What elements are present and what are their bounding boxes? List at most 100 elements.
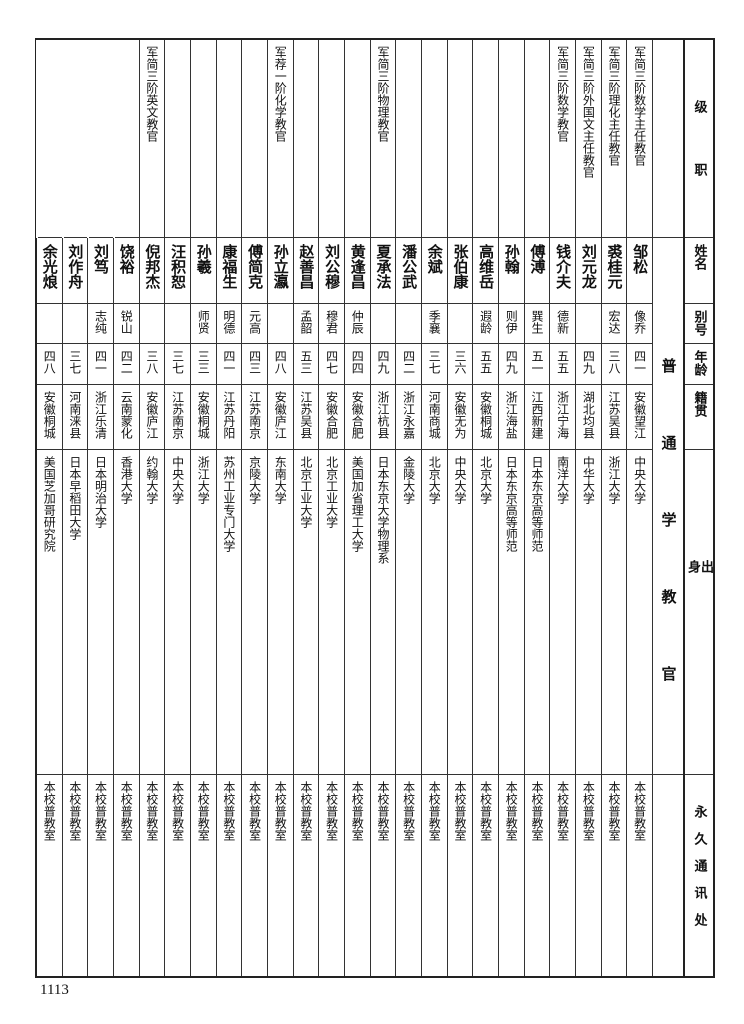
address-cell: 本校普教室	[550, 775, 575, 976]
alias: 元高	[247, 310, 262, 334]
alias: 仲辰	[350, 310, 365, 334]
education-cell: 南洋大学	[550, 450, 575, 775]
alias-cell: 仲辰	[344, 304, 370, 344]
table-row: 军简三阶英文教官 倪邦杰 三八 安徽庐江 约翰大学 本校普教室	[138, 40, 165, 976]
education-cell: 日本早稻田大学	[62, 450, 88, 775]
age: 四一	[221, 350, 236, 374]
section-column: 普通学教官	[652, 40, 683, 976]
education: 北京工业大学	[324, 456, 339, 528]
rank-cell	[524, 40, 550, 238]
alias-cell	[139, 304, 165, 344]
alias-cell: 明德	[216, 304, 242, 344]
native-place-cell: 江苏丹阳	[216, 385, 242, 450]
alias-cell	[447, 304, 473, 344]
alias: 明德	[221, 310, 236, 334]
address: 本校普教室	[42, 781, 57, 841]
education: 京陵大学	[247, 456, 262, 504]
name-cell: 汪积恕	[165, 238, 190, 304]
name-cell: 余光烺	[36, 238, 62, 304]
name-cell: 饶裕	[113, 238, 139, 304]
education: 香港大学	[119, 456, 134, 504]
address: 本校普教室	[170, 781, 185, 841]
age: 五一	[529, 350, 544, 374]
education: 日本东京高等师范	[504, 456, 519, 552]
age: 三七	[67, 350, 82, 374]
education-cell: 日本东京高等师范	[498, 450, 524, 775]
name-cell: 孙翰	[498, 238, 524, 304]
native-place: 安徽桐城	[42, 391, 57, 439]
native-place-cell: 湖北均县	[575, 385, 601, 450]
name: 张伯康	[451, 244, 470, 289]
header-age: 年龄	[691, 350, 707, 376]
rank-cell: 军简三阶数学教官	[550, 40, 575, 238]
education-cell: 中央大学	[627, 450, 652, 775]
alias-cell: 锐山	[113, 304, 139, 344]
native-place: 江苏吴县	[606, 391, 621, 439]
age: 三八	[144, 350, 159, 374]
name-cell: 康福生	[216, 238, 242, 304]
native-place-cell: 安徽桐城	[473, 385, 498, 450]
table-row: 汪积恕三七江苏南京中央大学本校普教室	[164, 40, 190, 976]
section-title: 普通学教官	[659, 358, 678, 743]
name: 潘公武	[400, 244, 419, 289]
alias-cell: 季襄	[421, 304, 447, 344]
alias: 锐山	[119, 310, 134, 334]
table-row: 傅溥 巽生 五一 江西新建 日本东京高等师范 本校普教室	[523, 40, 550, 976]
table-row: 黄逢昌 仲辰 四四 安徽合肥 美国加省理工大学 本校普教室	[343, 40, 370, 976]
native-place: 浙江宁海	[555, 391, 570, 439]
address: 本校普教室	[606, 781, 621, 841]
rank-cell	[36, 40, 62, 238]
age: 三三	[196, 350, 211, 374]
page-number: 1113	[40, 982, 69, 998]
header-rank: 级职	[691, 100, 707, 226]
address: 本校普教室	[529, 781, 544, 841]
header-native-place: 籍贯	[691, 391, 707, 417]
name-cell: 余斌	[421, 238, 447, 304]
native-place: 安徽合肥	[324, 391, 339, 439]
education: 浙江大学	[606, 456, 621, 504]
address-cell: 本校普教室	[88, 775, 113, 976]
rank-cell: 军简三阶外国文主任教官	[575, 40, 601, 238]
merged-divider-mask	[87, 40, 90, 238]
native-place: 云南蒙化	[119, 391, 134, 439]
rank: 军简三阶物理教官	[375, 46, 390, 142]
name-cell: 黄逢昌	[344, 238, 370, 304]
native-place-cell: 浙江乐清	[88, 385, 113, 450]
address: 本校普教室	[632, 781, 647, 841]
education: 中央大学	[170, 456, 185, 504]
header-alias: 别号	[691, 310, 707, 336]
alias: 宏达	[606, 310, 621, 334]
education: 北京工业大学	[298, 456, 313, 528]
age-cell: 四二	[396, 344, 421, 385]
native-place: 江苏吴县	[298, 391, 313, 439]
age: 三七	[427, 350, 442, 374]
education-cell: 北京大学	[421, 450, 447, 775]
age-cell: 三七	[165, 344, 190, 385]
age-cell: 四九	[575, 344, 601, 385]
alias: 像乔	[632, 310, 647, 334]
age-cell: 五一	[524, 344, 550, 385]
age: 四四	[350, 350, 365, 374]
native-place-cell: 安徽庐江	[267, 385, 293, 450]
table-row: 军简三阶数学主任教官 邹松 像乔 四一 安徽望江 中央大学 本校普教室	[626, 40, 652, 976]
native-place-cell: 江苏吴县	[293, 385, 319, 450]
name: 康福生	[220, 244, 239, 289]
education: 美国芝加哥研究院	[42, 456, 57, 552]
age-cell: 四一	[627, 344, 652, 385]
name: 孙翰	[502, 244, 521, 274]
age-cell: 四九	[370, 344, 396, 385]
education-cell: 中央大学	[165, 450, 190, 775]
alias-cell: 志纯	[88, 304, 113, 344]
native-place-cell: 安徽桐城	[190, 385, 216, 450]
native-place: 江苏南京	[170, 391, 185, 439]
table-row: 军简三阶物理教官 夏承法 四九 浙江杭县 日本东京大学物理系 本校普教室	[369, 40, 396, 976]
name: 傅溥	[528, 244, 547, 274]
name: 赵善昌	[297, 244, 316, 289]
age-cell: 三八	[139, 344, 165, 385]
education: 中央大学	[452, 456, 467, 504]
merged-divider-mask	[112, 40, 115, 238]
age: 四一	[632, 350, 647, 374]
education: 浙江大学	[196, 456, 211, 504]
education: 日本东京大学物理系	[375, 456, 390, 564]
table-row: 饶裕 锐山 四二 云南蒙化 香港大学 本校普教室	[112, 40, 139, 976]
